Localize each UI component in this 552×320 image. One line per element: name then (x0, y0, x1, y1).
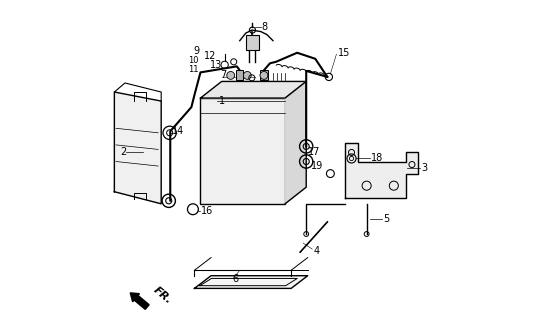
Text: 13: 13 (210, 60, 222, 70)
Polygon shape (285, 82, 306, 204)
Text: 5: 5 (383, 214, 390, 224)
Circle shape (243, 71, 251, 79)
Polygon shape (194, 276, 307, 288)
Text: 19: 19 (311, 161, 323, 171)
Circle shape (260, 71, 268, 79)
Bar (236, 70, 243, 80)
Polygon shape (200, 82, 306, 98)
FancyArrow shape (130, 293, 149, 309)
Text: 3: 3 (421, 163, 427, 172)
Polygon shape (346, 143, 418, 198)
Text: 18: 18 (371, 154, 384, 164)
Text: 9: 9 (193, 46, 199, 56)
Text: 2: 2 (120, 148, 126, 157)
Polygon shape (114, 92, 161, 204)
Text: 1: 1 (219, 96, 225, 106)
Text: 7: 7 (220, 70, 226, 80)
Text: 16: 16 (200, 206, 213, 216)
Bar (200, 98, 285, 204)
Text: 6: 6 (232, 274, 238, 284)
Bar (246, 35, 259, 50)
Text: 14: 14 (172, 126, 184, 136)
Text: 12: 12 (204, 51, 216, 61)
Bar (261, 70, 268, 80)
Text: 4: 4 (314, 246, 320, 256)
Text: 10: 10 (188, 56, 199, 65)
Text: FR.: FR. (152, 284, 174, 306)
Text: 17: 17 (307, 148, 320, 157)
Text: 15: 15 (338, 48, 351, 58)
Text: 11: 11 (188, 65, 199, 74)
Text: 8: 8 (262, 22, 268, 32)
Circle shape (227, 71, 235, 79)
